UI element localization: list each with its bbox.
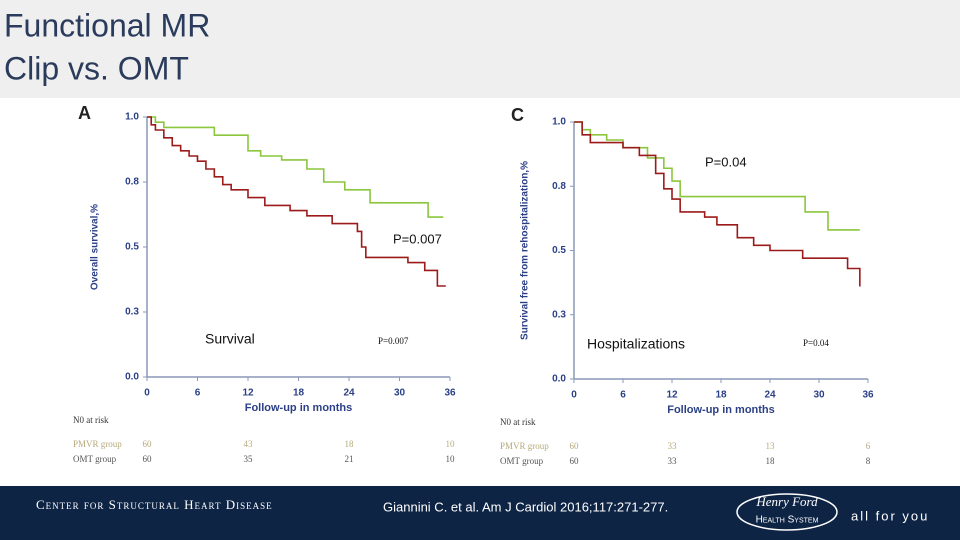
slide-title: Functional MR bbox=[4, 7, 210, 43]
y-tick-label: 0.8 bbox=[125, 177, 139, 188]
annotation: Hospitalizations bbox=[587, 336, 685, 352]
x-tick-label: 24 bbox=[764, 390, 776, 401]
risk-row-label: OMT group bbox=[73, 454, 117, 464]
logo-ring bbox=[736, 493, 838, 531]
survival-curve bbox=[574, 121, 861, 287]
risk-count: 60 bbox=[143, 454, 153, 464]
risk-count: 60 bbox=[143, 439, 153, 449]
slide-title: Clip vs. OMT bbox=[4, 50, 189, 86]
x-axis-label: Follow-up in months bbox=[245, 402, 353, 414]
survival-curve bbox=[147, 116, 446, 287]
x-tick-label: 30 bbox=[813, 390, 825, 401]
risk-row-label: PMVR group bbox=[500, 441, 549, 451]
risk-count: 60 bbox=[570, 456, 580, 466]
risk-count: 8 bbox=[866, 456, 871, 466]
y-tick-label: 1.0 bbox=[552, 117, 566, 128]
risk-count: 33 bbox=[668, 456, 678, 466]
risk-row-label: PMVR group bbox=[73, 439, 122, 449]
panel-label: A bbox=[78, 103, 91, 123]
risk-row-label: OMT group bbox=[500, 456, 544, 466]
x-tick-label: 36 bbox=[862, 390, 874, 401]
x-tick-label: 18 bbox=[715, 390, 727, 401]
risk-table-title: N0 at risk bbox=[73, 415, 109, 425]
y-tick-label: 0.8 bbox=[552, 181, 566, 192]
y-axis-label: Survival free from rehospitalization,% bbox=[520, 161, 531, 340]
x-tick-label: 30 bbox=[394, 388, 406, 399]
y-tick-label: 0.3 bbox=[125, 307, 139, 318]
survival-curve bbox=[574, 121, 860, 231]
risk-count: 35 bbox=[244, 454, 254, 464]
annotation: P=0.007 bbox=[393, 231, 442, 246]
x-tick-label: 24 bbox=[343, 388, 355, 399]
annotation: P=0.04 bbox=[705, 154, 747, 169]
logo-bottom: Health System bbox=[756, 515, 819, 526]
x-tick-label: 0 bbox=[144, 388, 150, 399]
logo-top: Henry Ford bbox=[755, 494, 818, 509]
y-tick-label: 0.5 bbox=[552, 245, 566, 256]
risk-count: 18 bbox=[766, 456, 776, 466]
tagline: all for you bbox=[851, 508, 929, 523]
risk-count: 18 bbox=[345, 439, 355, 449]
x-tick-label: 6 bbox=[195, 388, 201, 399]
y-tick-label: 0.5 bbox=[125, 242, 139, 253]
x-tick-label: 36 bbox=[444, 388, 456, 399]
footer-center: Center for Structural Heart Disease bbox=[36, 497, 273, 512]
annotation: P=0.04 bbox=[803, 338, 829, 348]
annotation: Survival bbox=[205, 331, 255, 347]
y-tick-label: 0.0 bbox=[552, 374, 566, 385]
y-tick-label: 0.3 bbox=[552, 309, 566, 320]
x-tick-label: 0 bbox=[571, 390, 577, 401]
annotation: P=0.007 bbox=[378, 336, 409, 346]
risk-count: 10 bbox=[446, 454, 456, 464]
risk-count: 13 bbox=[766, 441, 776, 451]
x-axis-label: Follow-up in months bbox=[667, 404, 775, 416]
x-tick-label: 12 bbox=[242, 388, 254, 399]
y-axis-label: Overall survival,% bbox=[90, 204, 101, 290]
survival-curve bbox=[147, 116, 444, 218]
risk-table-title: N0 at risk bbox=[500, 417, 536, 427]
risk-count: 60 bbox=[570, 441, 580, 451]
y-tick-label: 0.0 bbox=[125, 372, 139, 383]
x-tick-label: 12 bbox=[666, 390, 678, 401]
risk-count: 21 bbox=[345, 454, 354, 464]
citation: Giannini C. et al. Am J Cardiol 2016;117… bbox=[383, 499, 668, 514]
header-band bbox=[0, 0, 960, 98]
risk-count: 6 bbox=[866, 441, 871, 451]
x-tick-label: 6 bbox=[620, 390, 626, 401]
risk-count: 33 bbox=[668, 441, 678, 451]
x-tick-label: 18 bbox=[293, 388, 305, 399]
y-tick-label: 1.0 bbox=[125, 112, 139, 123]
panel-label: C bbox=[511, 105, 524, 125]
risk-count: 43 bbox=[244, 439, 254, 449]
risk-count: 10 bbox=[446, 439, 456, 449]
